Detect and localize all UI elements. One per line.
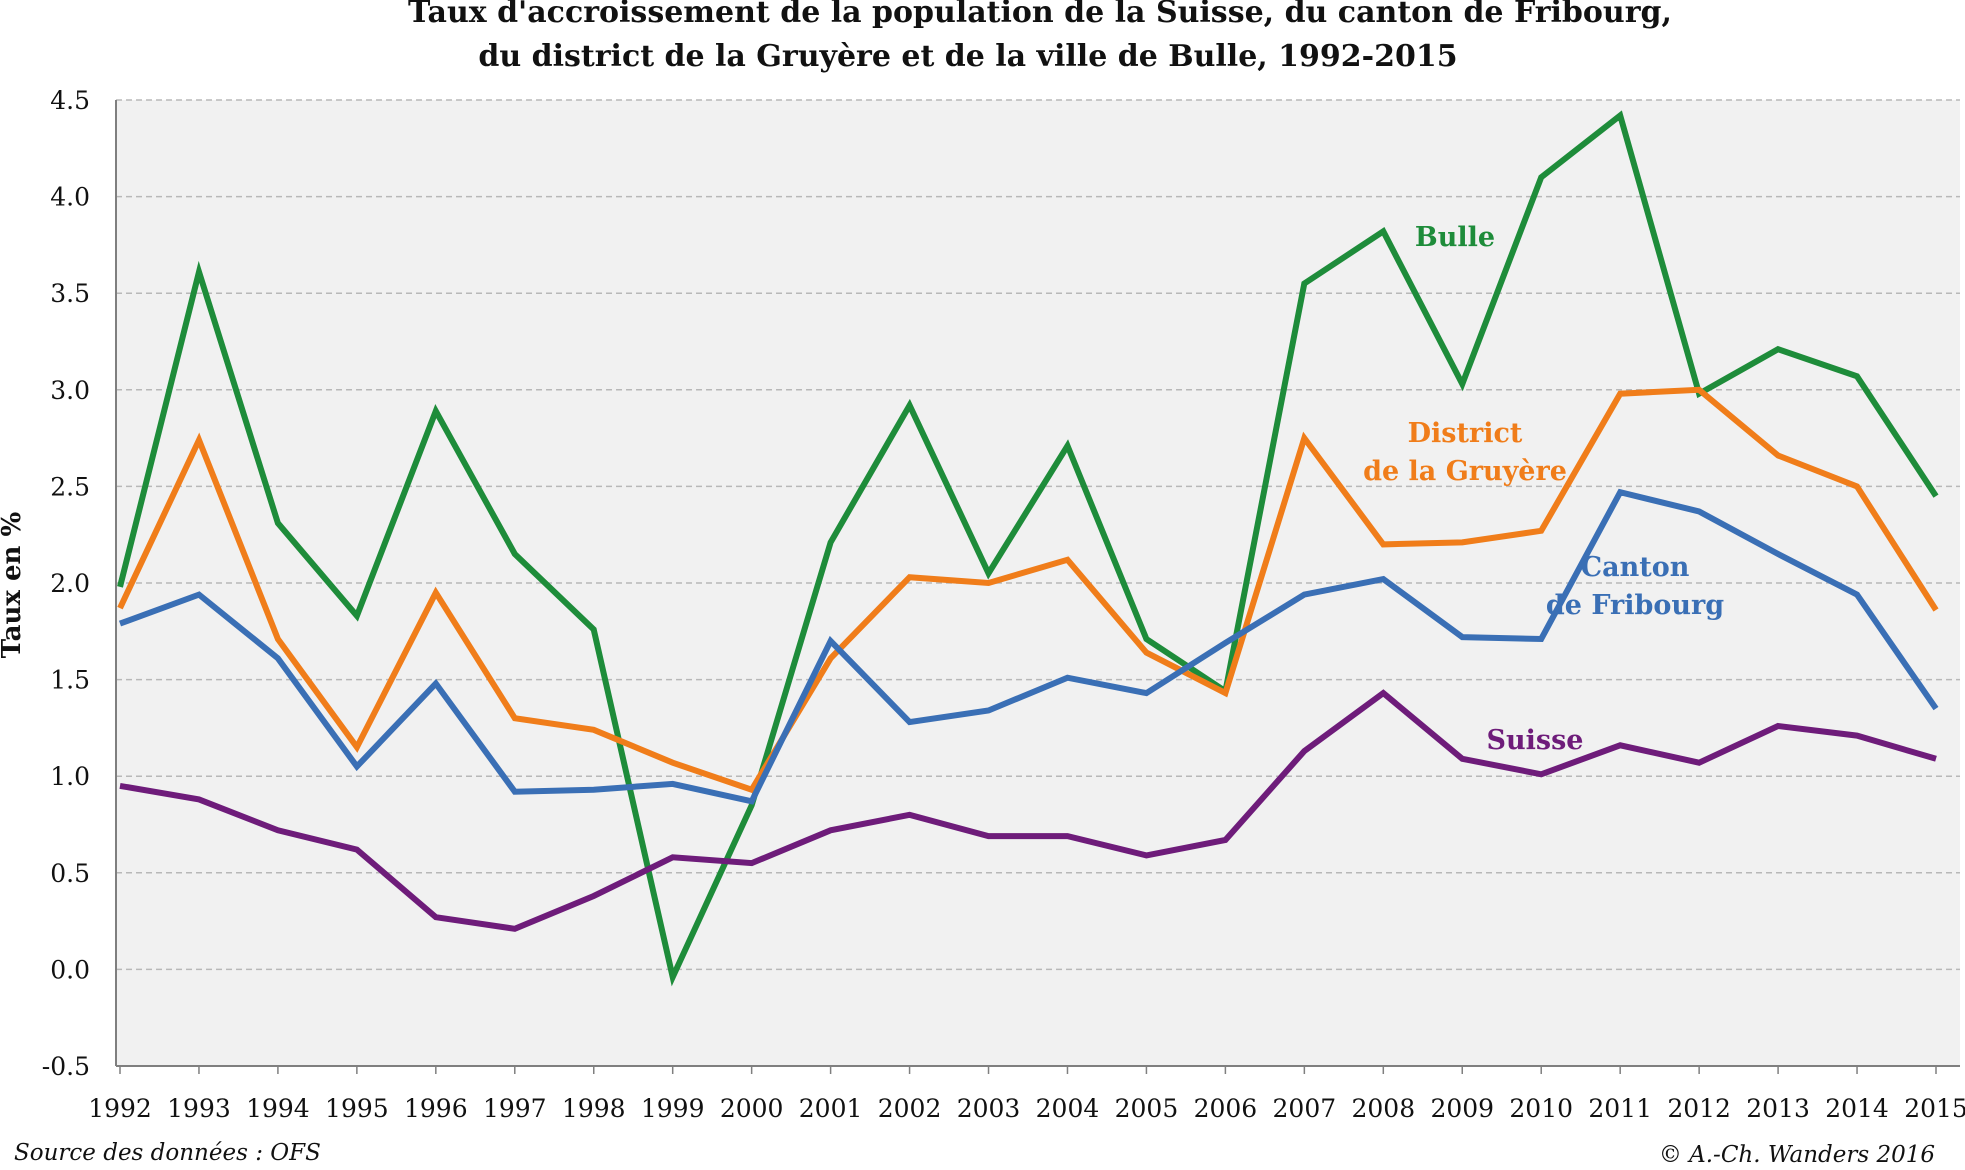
x-axis-ticks: 1992 1993 1994 1995 1996 1997 1998 1999 2000 2001…	[88, 1066, 1965, 1123]
chart-title-line-1: Taux d'accroissement de la population de…	[408, 0, 1672, 30]
y-axis-title: Taux en %	[0, 512, 27, 659]
x-tick-label: 2008	[1351, 1094, 1415, 1123]
x-tick-label: 1992	[88, 1094, 152, 1123]
series-label-canton-fribourg: Canton	[1581, 552, 1690, 583]
series-label-bulle: Bulle	[1415, 222, 1495, 253]
y-tick-label: 2.5	[50, 472, 90, 501]
x-tick-label: 2006	[1194, 1094, 1258, 1123]
x-tick-label: 2011	[1588, 1094, 1652, 1123]
x-tick-label: 2000	[720, 1094, 784, 1123]
x-tick-label: 2014	[1825, 1094, 1889, 1123]
x-tick-label: 1993	[167, 1094, 231, 1123]
source-note: Source des données : OFS	[14, 1140, 321, 1166]
y-axis-ticks: 4.5 4.0 3.5 3.0 2.5 2.0 1.5 1.0 0.5 0.0 -0.5	[42, 86, 90, 1081]
x-tick-label: 2005	[1115, 1094, 1179, 1123]
series-line-canton-fribourg	[118, 488, 1939, 805]
series-line-district-gruyere	[117, 386, 1939, 794]
y-tick-label: 4.5	[50, 86, 90, 115]
x-tick-label: 2010	[1509, 1094, 1573, 1123]
y-tick-label: 1.5	[50, 666, 90, 695]
x-tick-label: 2002	[878, 1094, 942, 1123]
x-tick-label: 2013	[1746, 1094, 1810, 1123]
chart-title-line-2: du district de la Gruyère et de la ville…	[478, 39, 1457, 74]
x-tick-label: 2012	[1667, 1094, 1731, 1123]
series-label-district-gruyere: District	[1408, 418, 1523, 449]
x-tick-label: 1999	[641, 1094, 705, 1123]
x-tick-label: 1994	[246, 1094, 310, 1123]
y-tick-label: 2.0	[50, 569, 90, 598]
x-tick-label: 1997	[483, 1094, 547, 1123]
y-tick-label: 0.0	[50, 955, 90, 984]
x-tick-label: 2009	[1430, 1094, 1494, 1123]
series-labels: Bulle District de la Gruyère Canton de Fribo…	[1363, 222, 1724, 756]
series-label-suisse: Suisse	[1487, 725, 1584, 756]
x-tick-label: 2004	[1036, 1094, 1100, 1123]
x-tick-label: 2003	[957, 1094, 1021, 1123]
x-tick-label: 2007	[1273, 1094, 1337, 1123]
y-tick-label: 1.0	[50, 762, 90, 791]
series-label-district-gruyere: de la Gruyère	[1363, 456, 1567, 487]
x-tick-label: 2001	[799, 1094, 863, 1123]
series-line-bulle	[117, 110, 1939, 987]
copyright-note: © A.-Ch. Wanders 2016	[1659, 1142, 1935, 1168]
y-tick-label: 3.0	[50, 376, 90, 405]
series-label-canton-fribourg: de Fribourg	[1546, 590, 1724, 621]
series	[117, 110, 1939, 987]
x-tick-label: 1998	[562, 1094, 626, 1123]
x-tick-label: 2015	[1904, 1094, 1965, 1123]
grid	[116, 99, 1960, 971]
x-tick-label: 1995	[325, 1094, 389, 1123]
y-tick-label: 0.5	[50, 859, 90, 888]
y-tick-label: 3.5	[50, 279, 90, 308]
y-tick-label: -0.5	[42, 1052, 90, 1081]
x-tick-label: 1996	[404, 1094, 468, 1123]
y-tick-label: 4.0	[50, 183, 90, 212]
series-line-suisse	[119, 689, 1937, 932]
